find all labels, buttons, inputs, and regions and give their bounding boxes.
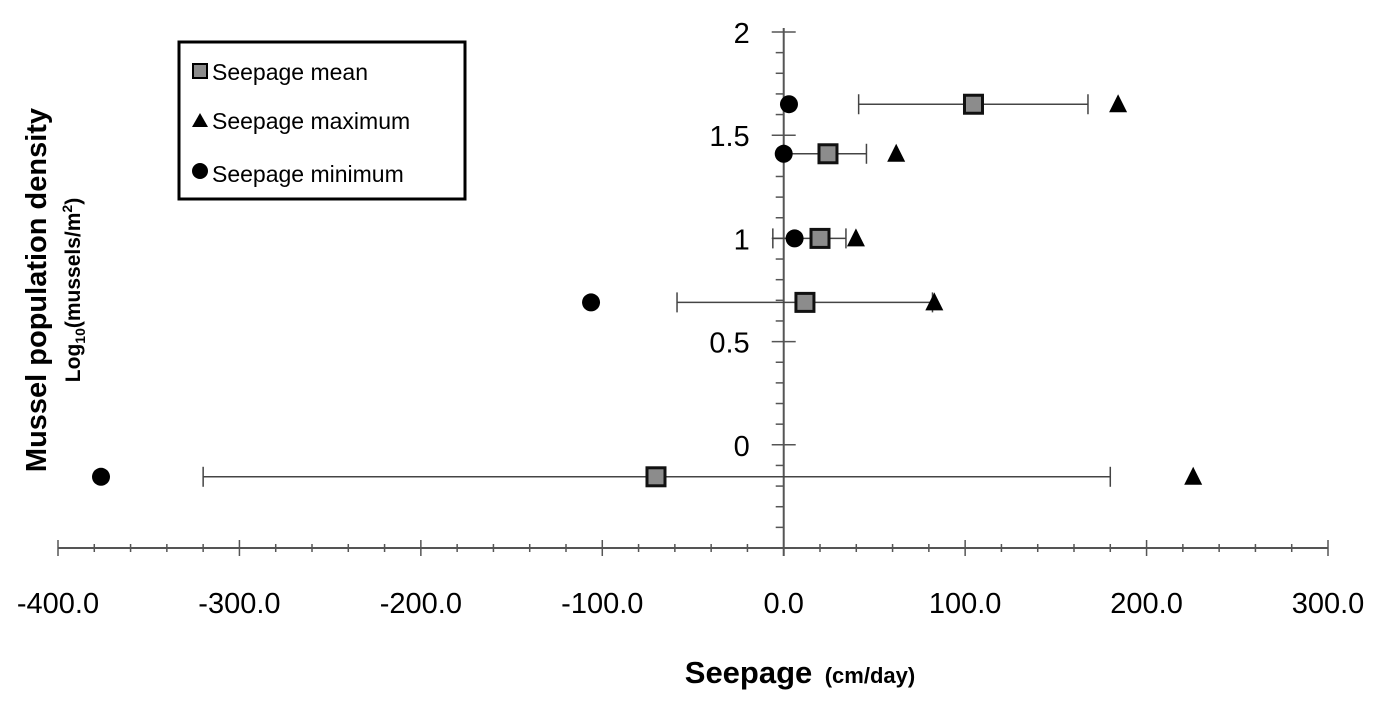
max-point — [846, 228, 865, 247]
y-tick-label: 1.5 — [709, 121, 749, 153]
min-point — [785, 229, 804, 248]
mean-point — [817, 143, 839, 165]
max-point — [1184, 466, 1203, 485]
y-sub-unit: (mussels/m — [62, 213, 85, 329]
min-point — [779, 95, 798, 114]
x-tick-label: -300.0 — [198, 588, 280, 620]
legend-square-icon — [192, 63, 208, 79]
mean-point — [794, 291, 816, 313]
mean-point — [809, 227, 831, 249]
legend-min-label: Seepage minimum — [212, 161, 404, 187]
y-axis-title: Mussel population density — [21, 108, 53, 472]
y-sub-log: Log — [62, 344, 85, 382]
x-axis-title: Seepage (cm/day) — [685, 655, 915, 690]
svg-text:Log10(mussels/m2): Log10(mussels/m2) — [59, 198, 88, 382]
y-axis-subtitle: Log10(mussels/m2) — [59, 198, 88, 382]
legend-circle-icon — [192, 163, 208, 179]
legend-mean-label: Seepage mean — [212, 59, 368, 85]
x-tick-label: 100.0 — [929, 588, 1002, 620]
x-tick-label: -400.0 — [17, 588, 99, 620]
max-point — [925, 292, 944, 311]
x-tick-label: -200.0 — [380, 588, 462, 620]
legend-triangle-icon — [192, 113, 208, 127]
y-tick-label: 1 — [734, 224, 750, 256]
min-point — [91, 467, 110, 486]
legend: Seepage mean Seepage maximum Seepage min… — [177, 40, 467, 201]
y-tick-label: 0 — [734, 431, 750, 463]
x-tick-label: -100.0 — [561, 588, 643, 620]
min-point — [582, 293, 601, 312]
y-tick-label: 0.5 — [709, 328, 749, 360]
min-point — [774, 144, 793, 163]
x-tick-label: 0.0 — [764, 588, 804, 620]
y-tick-labels: 0 0.5 1 1.5 2 — [709, 18, 749, 463]
x-tick-labels: -400.0 -300.0 -200.0 -100.0 0.0 100.0 200.0 300… — [17, 588, 1364, 620]
max-point — [887, 143, 906, 162]
data-marks — [91, 93, 1203, 488]
x-axis-title-unit: (cm/day) — [825, 663, 915, 688]
mean-point — [962, 93, 984, 115]
axes — [57, 28, 1329, 556]
y-sub-close: ) — [62, 198, 85, 205]
y-tick-label: 2 — [734, 18, 750, 50]
y-sub-sup: 2 — [59, 205, 75, 213]
legend-max-label: Seepage maximum — [212, 108, 410, 134]
x-tick-label: 200.0 — [1110, 588, 1183, 620]
mean-point — [645, 466, 667, 488]
y-axis-title-main: Mussel population density — [21, 108, 53, 472]
x-axis-title-main: Seepage — [685, 655, 813, 690]
max-point — [1109, 94, 1128, 113]
x-tick-label: 300.0 — [1292, 588, 1365, 620]
y-sub-subscript: 10 — [72, 328, 88, 344]
legend-box — [177, 40, 467, 201]
